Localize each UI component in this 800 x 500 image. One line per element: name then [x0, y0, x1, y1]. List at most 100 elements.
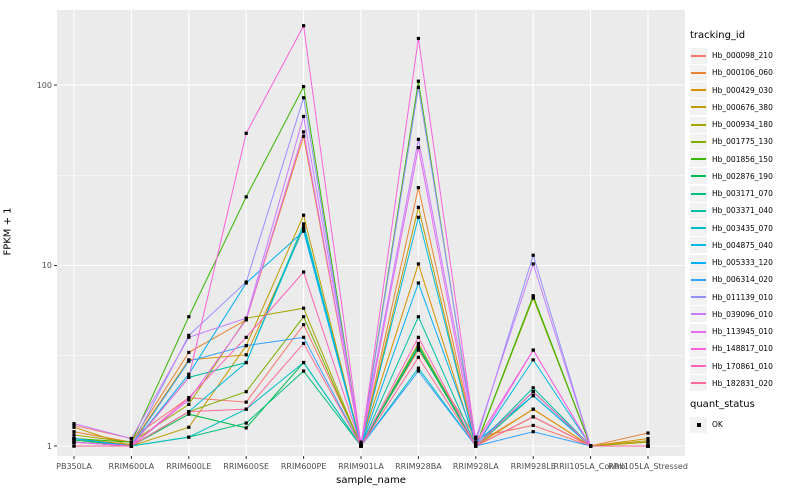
- data-point: [72, 430, 76, 434]
- legend-key-swatch: [690, 254, 707, 271]
- data-point: [531, 394, 535, 398]
- data-point: [187, 333, 191, 337]
- data-point: [187, 396, 191, 400]
- y-axis-title: FPKM + 1: [2, 207, 14, 256]
- legend-line-icon: [691, 278, 706, 281]
- data-point: [302, 130, 306, 134]
- legend-item-Hb_000429_030: Hb_000429_030: [690, 82, 800, 99]
- data-point: [72, 433, 76, 437]
- legend-label: Hb_148817_010: [712, 344, 773, 354]
- data-point: [531, 348, 535, 352]
- legend-item-Hb_170861_010: Hb_170861_010: [690, 358, 800, 375]
- legend-line-icon: [691, 244, 706, 247]
- legend-key-swatch: [690, 168, 707, 185]
- data-point: [244, 280, 248, 284]
- data-point: [302, 213, 306, 217]
- data-point: [416, 145, 420, 150]
- tracking-id-legend: tracking_id Hb_000098_210 Hb_000106_060 Hb…: [690, 30, 800, 392]
- legend-key-swatch: [690, 116, 707, 133]
- x-tick-label: RRIM901LA: [338, 462, 384, 471]
- legend-item-Hb_003171_070: Hb_003171_070: [690, 185, 800, 202]
- legend-item-Hb_182831_020: Hb_182831_020: [690, 375, 800, 392]
- legend-item-Hb_001775_130: Hb_001775_130: [690, 133, 800, 150]
- legend-item-Hb_000934_180: Hb_000934_180: [690, 116, 800, 133]
- legend-line-icon: [691, 365, 706, 368]
- data-point: [416, 262, 420, 266]
- data-point: [187, 425, 191, 429]
- data-point: [302, 341, 306, 346]
- data-point: [531, 415, 535, 419]
- legend-item-Hb_000676_380: Hb_000676_380: [690, 99, 800, 116]
- y-tick-label: 100: [36, 80, 52, 90]
- data-point: [244, 318, 248, 322]
- legend-item-Hb_001856_150: Hb_001856_150: [690, 151, 800, 168]
- x-tick-label: RRIM600LE: [166, 462, 212, 471]
- data-point: [589, 444, 593, 448]
- y-tick-label: 10: [41, 261, 52, 270]
- data-point: [531, 262, 535, 266]
- data-point: [187, 375, 191, 379]
- legend-key-swatch: [690, 237, 707, 254]
- data-point: [187, 315, 191, 319]
- legend-key-swatch: [690, 185, 707, 202]
- x-tick-label: PB350LA: [56, 462, 92, 471]
- legend-line-icon: [691, 89, 706, 92]
- legend-line-icon: [691, 330, 706, 333]
- data-point: [244, 390, 248, 394]
- legend-items: Hb_000098_210 Hb_000106_060 Hb_000429_030 H…: [690, 47, 800, 392]
- data-point: [531, 430, 535, 434]
- legend-label: Hb_170861_010: [712, 361, 773, 371]
- data-point: [531, 253, 535, 257]
- data-point: [244, 360, 248, 365]
- legend-key-swatch: [690, 340, 707, 357]
- legend-label: Hb_113945_010: [712, 327, 773, 337]
- x-tick-label: RRIM600LA: [108, 462, 155, 471]
- data-point: [359, 444, 363, 448]
- legend-item-Hb_148817_010: Hb_148817_010: [690, 340, 800, 357]
- data-point: [416, 369, 420, 373]
- data-point: [646, 431, 650, 435]
- legend-line-icon: [691, 192, 706, 195]
- data-point: [416, 215, 420, 219]
- legend-key-swatch: [690, 323, 707, 340]
- data-point: [244, 195, 248, 199]
- legend-label: Hb_039096_010: [712, 309, 773, 319]
- data-point: [302, 306, 306, 310]
- data-point: [416, 205, 420, 209]
- data-point: [302, 335, 306, 339]
- data-point: [302, 225, 306, 229]
- legend-item-ok: OK: [690, 416, 800, 433]
- legend-label: Hb_011139_010: [712, 292, 773, 302]
- legend-line-icon: [691, 71, 706, 74]
- data-point: [531, 423, 535, 428]
- data-point: [302, 360, 306, 365]
- x-tick-label: RRIM928BA: [395, 462, 442, 471]
- data-point: [646, 440, 650, 444]
- data-point: [416, 366, 420, 370]
- legend-line-icon: [691, 347, 706, 350]
- legend-item-Hb_039096_010: Hb_039096_010: [690, 306, 800, 323]
- data-point: [187, 412, 191, 416]
- data-point: [187, 335, 191, 339]
- data-point: [416, 355, 420, 359]
- legend-title: tracking_id: [690, 30, 746, 41]
- data-point: [416, 137, 420, 141]
- data-point: [646, 444, 650, 448]
- legend-label: Hb_001775_130: [712, 137, 773, 147]
- legend-item-Hb_002876_190: Hb_002876_190: [690, 168, 800, 185]
- data-point: [416, 281, 420, 285]
- data-point: [302, 229, 306, 233]
- legend-line-icon: [691, 54, 706, 57]
- legend-label: Hb_000676_380: [712, 102, 773, 112]
- x-tick-label: RRIM600PE: [280, 462, 327, 471]
- legend-label: Hb_000106_060: [712, 68, 773, 78]
- legend-line-icon: [691, 175, 706, 178]
- legend-item-Hb_003371_040: Hb_003371_040: [690, 202, 800, 219]
- legend-key-swatch: [690, 375, 707, 392]
- data-point: [302, 323, 306, 327]
- data-point: [302, 114, 306, 118]
- legend-label: Hb_000934_180: [712, 120, 773, 130]
- data-point: [531, 358, 535, 362]
- data-point: [244, 421, 248, 425]
- x-tick-label: RRIM600SE: [223, 462, 270, 471]
